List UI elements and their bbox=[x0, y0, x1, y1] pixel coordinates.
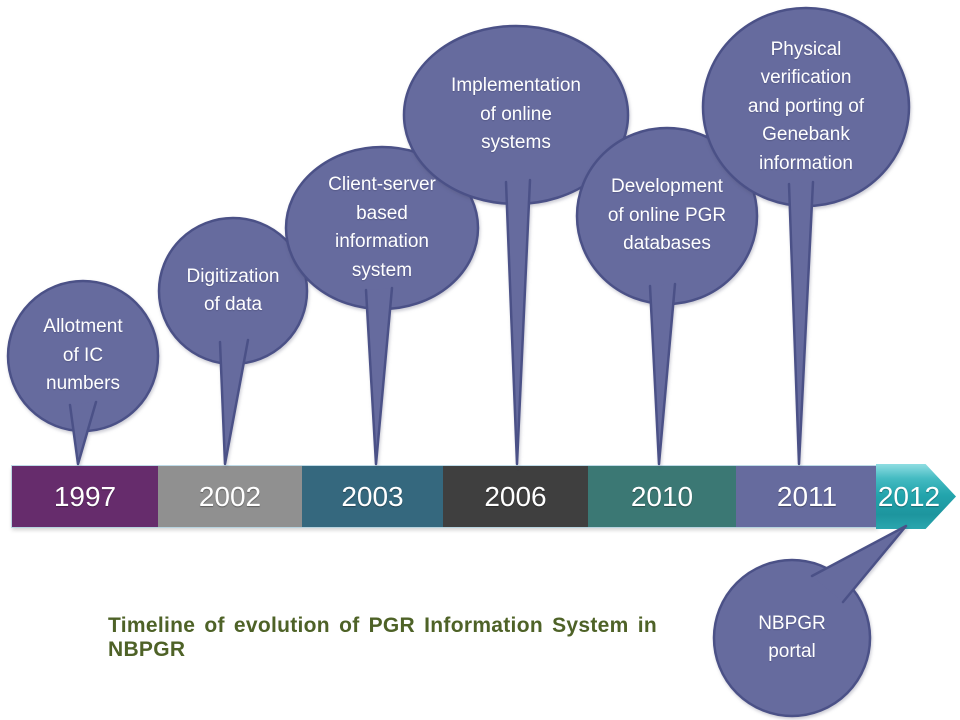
callout-bubble bbox=[6, 279, 160, 433]
timeline-segment-2011: 2011 bbox=[736, 466, 878, 527]
callout-bubble bbox=[712, 558, 872, 718]
callout-tail bbox=[810, 524, 908, 604]
timeline-segment-2003: 2003 bbox=[302, 466, 443, 527]
callout-shape-genebank-porting bbox=[701, 6, 911, 466]
callout-bubble bbox=[575, 126, 759, 306]
callout-shape-digitization-of-data bbox=[157, 216, 309, 466]
callout-shape-online-pgr-databases bbox=[575, 126, 759, 466]
callout-tail bbox=[218, 338, 250, 466]
year-label-2006: 2006 bbox=[484, 480, 547, 512]
callout-tail bbox=[68, 400, 98, 466]
callout-text-online-systems: Implementation of online systems bbox=[451, 75, 581, 154]
callout-bubble bbox=[701, 6, 911, 208]
callout-text-allotment-ic-numbers: Allotment of IC numbers bbox=[43, 316, 123, 395]
timeline-segment-2012-arrow: 2012 bbox=[876, 464, 956, 529]
callout-bubble bbox=[284, 145, 480, 311]
callout-text-digitization-of-data: Digitization of data bbox=[186, 265, 280, 316]
callout-text-client-server-system: Client-server based information system bbox=[328, 174, 436, 281]
callout-tail bbox=[364, 286, 394, 466]
timeline-bar: 1997 2002 2003 2006 2010 2011 bbox=[12, 466, 878, 527]
timeline-segment-2002: 2002 bbox=[158, 466, 302, 527]
callout-shape-client-server-system bbox=[284, 145, 480, 466]
year-label-2002: 2002 bbox=[198, 480, 262, 512]
callout-bubble bbox=[157, 216, 309, 366]
timeline-segment-2006: 2006 bbox=[443, 466, 588, 527]
callout-shape-allotment-ic-numbers bbox=[6, 279, 160, 466]
year-label-2012: 2012 bbox=[877, 480, 941, 512]
year-label-1997: 1997 bbox=[53, 480, 117, 512]
year-label-2010: 2010 bbox=[630, 480, 694, 512]
callout-shape-nbpgr-portal bbox=[712, 524, 908, 718]
callout-text-online-pgr-databases: Development of online PGR databases bbox=[607, 176, 727, 255]
timeline-segment-2010: 2010 bbox=[588, 466, 736, 527]
callout-tail bbox=[648, 282, 677, 466]
callout-tail bbox=[504, 178, 532, 466]
callout-shape-online-systems bbox=[402, 24, 630, 466]
year-label-2011: 2011 bbox=[776, 480, 838, 512]
callout-text-nbpgr-portal: NBPGR portal bbox=[758, 612, 826, 663]
year-label-2003: 2003 bbox=[341, 480, 404, 512]
timeline-segment-1997: 1997 bbox=[12, 466, 158, 527]
callout-tail bbox=[787, 180, 815, 466]
slide-caption: Timeline of evolution of PGR Information… bbox=[108, 614, 657, 661]
callout-bubble bbox=[402, 24, 630, 206]
callout-text-genebank-porting: Physical verification and porting of Gen… bbox=[747, 38, 865, 174]
